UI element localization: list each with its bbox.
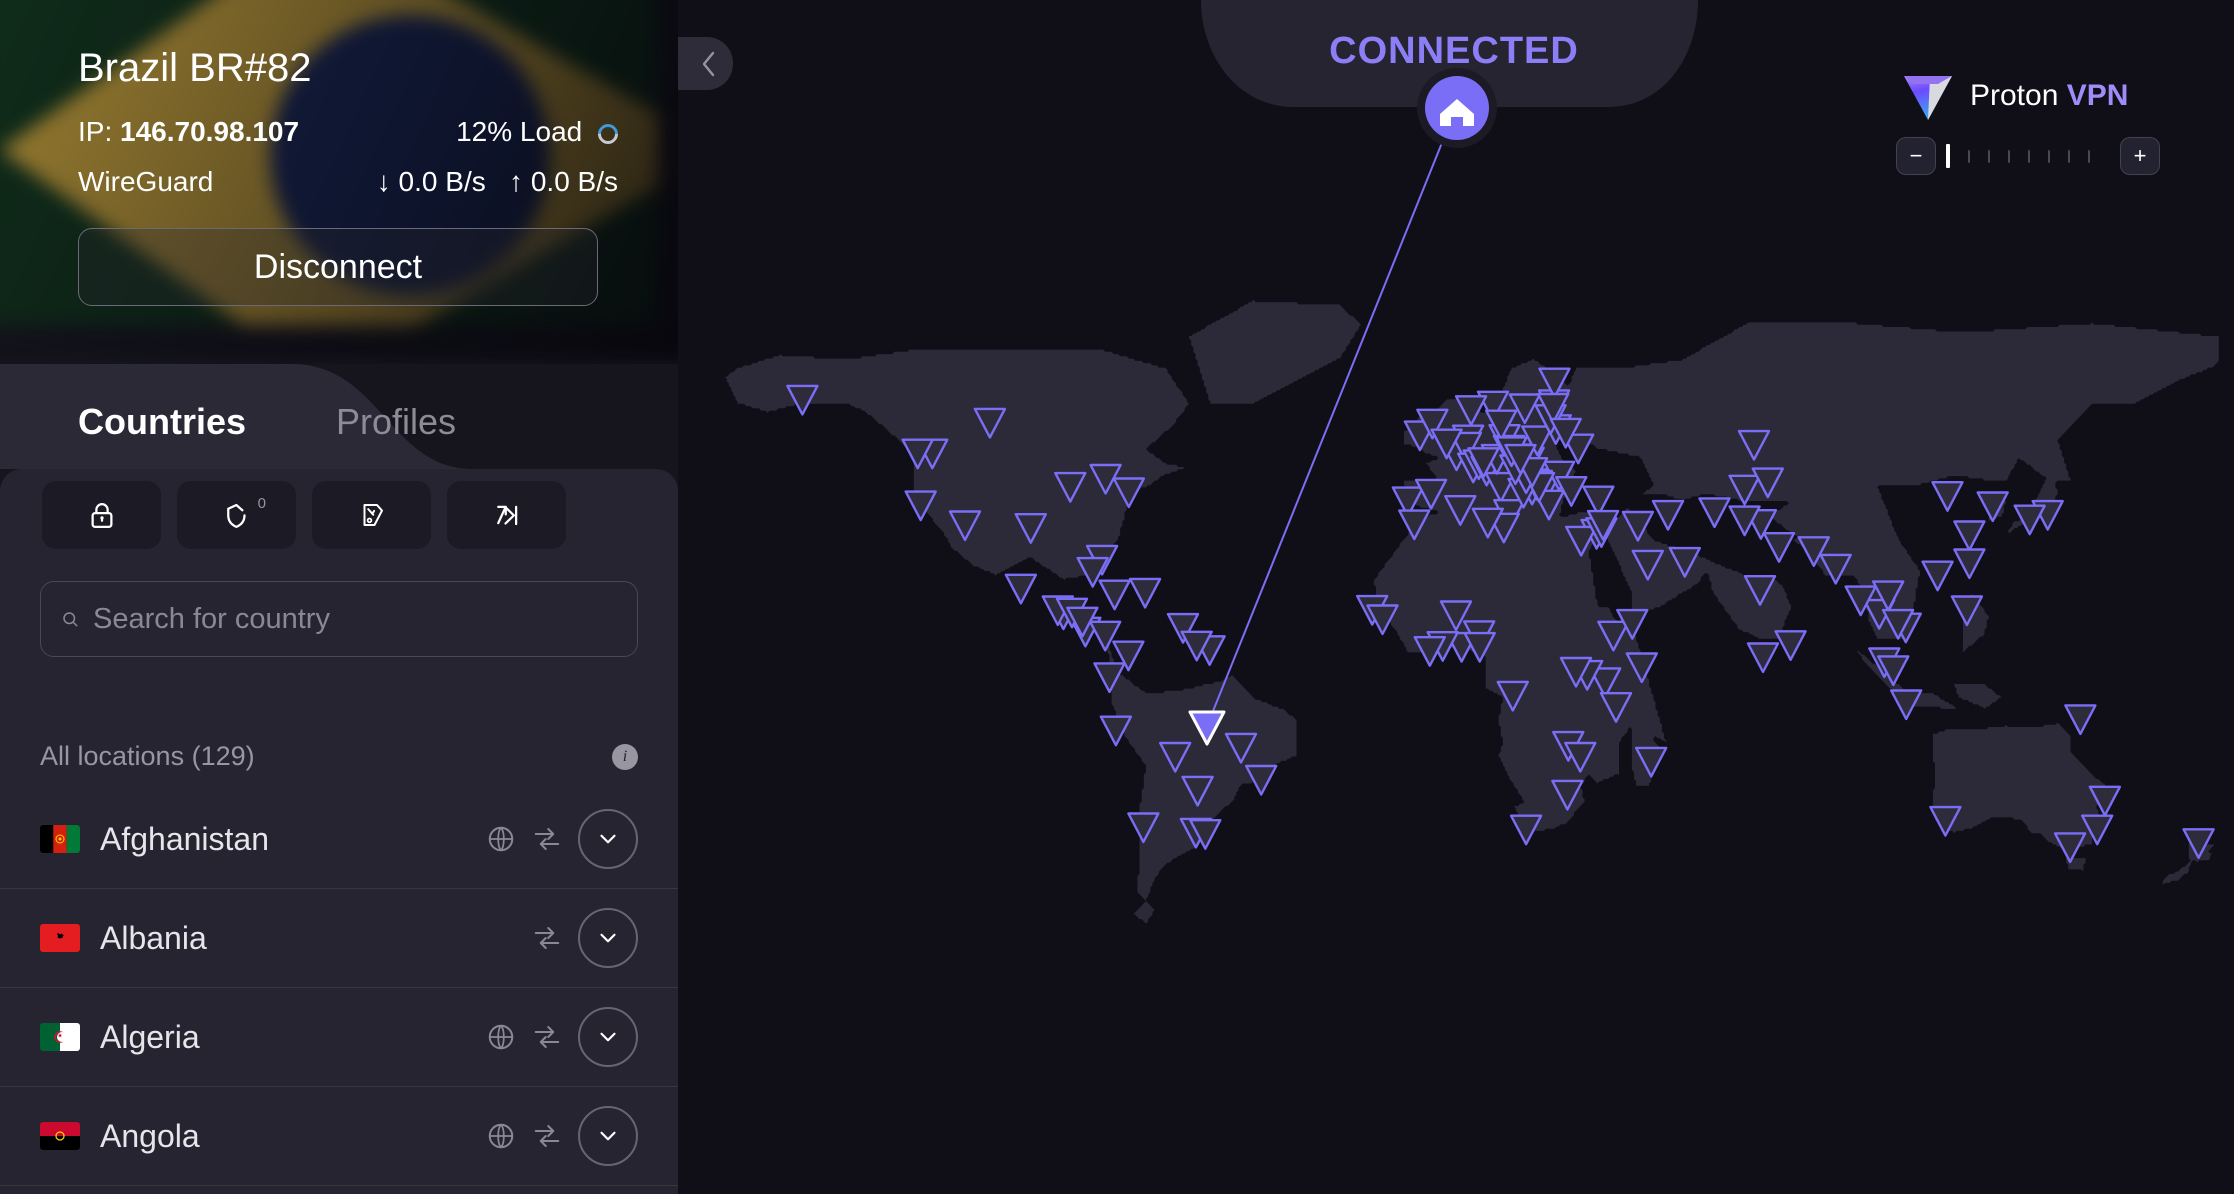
svg-text:CONNECTED: CONNECTED xyxy=(1329,30,1579,72)
